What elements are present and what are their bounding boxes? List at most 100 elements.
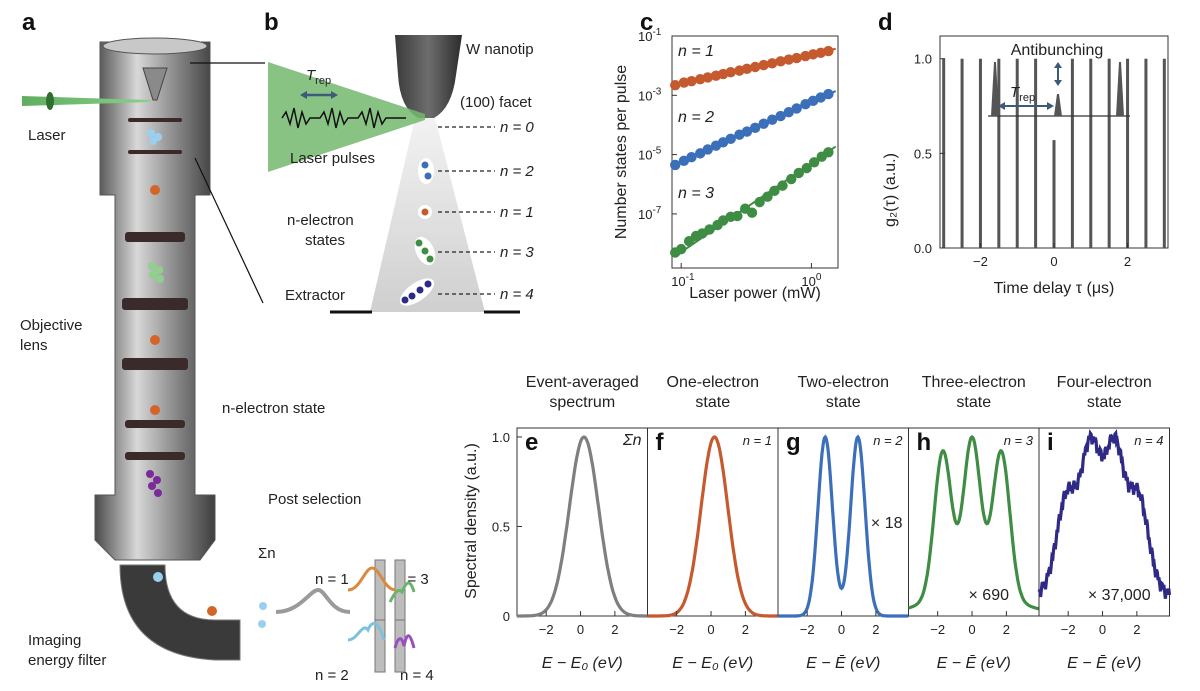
panel-letter-a: a bbox=[22, 9, 36, 36]
x-tick-label: −2 bbox=[973, 254, 988, 269]
y-axis-title: Number states per pulse bbox=[613, 65, 630, 239]
data-point bbox=[801, 162, 812, 174]
x-tick-label: 0 bbox=[577, 622, 584, 637]
data-point bbox=[749, 122, 761, 134]
laser-beam bbox=[22, 96, 150, 106]
label-post-n4: n = 4 bbox=[400, 667, 434, 684]
subplot-i: Four-electron state i n = 4 × 37,000 −2 0 2 E − … bbox=[1037, 374, 1172, 672]
subplot-h: Three-electron state h n = 3 × 690 −2 0 2 E − Ē … bbox=[908, 374, 1040, 672]
panel-letter-e: e bbox=[525, 429, 538, 456]
subplot-title: Event-averaged bbox=[526, 374, 639, 391]
tick-base: 10 bbox=[638, 207, 652, 222]
label-facet: (100) facet bbox=[460, 94, 533, 111]
inset-trep-head-right bbox=[1047, 102, 1054, 110]
tick-exp: -1 bbox=[686, 272, 695, 283]
data-point bbox=[767, 114, 778, 125]
data-point bbox=[754, 196, 765, 208]
x-tick-label: 0 bbox=[968, 622, 975, 637]
data-point bbox=[686, 75, 697, 87]
g2-bar bbox=[978, 58, 982, 248]
g2-bar bbox=[997, 58, 1001, 248]
tick-base: 10 bbox=[671, 274, 685, 289]
trep-sub: rep bbox=[1019, 92, 1035, 104]
tick-exp: 0 bbox=[816, 272, 822, 283]
scale-factor: × 18 bbox=[871, 515, 903, 532]
y-tick-label: 0 bbox=[503, 609, 510, 624]
tick-exp: -3 bbox=[652, 86, 661, 97]
panel-b: b Trep W nanotip (100) facet Laser pulse… bbox=[264, 9, 534, 314]
subplot-title: One-electron bbox=[667, 374, 760, 391]
label-laser: Laser bbox=[28, 127, 66, 144]
data-point bbox=[686, 151, 697, 163]
subplot-e: Event-averaged spectrum e Σn −2 0 2 E − E₀ (eV) bbox=[516, 374, 648, 672]
filter-line-2: energy filter bbox=[28, 652, 106, 669]
g2-bar bbox=[1126, 58, 1130, 248]
tick-base: 10 bbox=[638, 88, 652, 103]
scale-factor: × 37,000 bbox=[1088, 587, 1151, 604]
x-tick-label: −2 bbox=[539, 622, 554, 637]
subplot-title: Two-electron bbox=[797, 374, 889, 391]
inset-trep-head-left bbox=[998, 102, 1005, 110]
series-label: n = 3 bbox=[678, 185, 714, 202]
x-tick-label: −2 bbox=[800, 622, 815, 637]
w-nanotip bbox=[395, 35, 462, 118]
subplot-tag: n = 1 bbox=[743, 433, 772, 448]
level-label-1: n = 2 bbox=[500, 163, 534, 180]
antibunching-inset: Antibunching Trep bbox=[988, 42, 1130, 117]
panel-letter-h: h bbox=[917, 429, 932, 456]
data-point bbox=[741, 126, 753, 137]
data-point bbox=[775, 56, 786, 67]
panels-e-i: Spectral density (a.u.) 0 0.5 1.0 Event-aver… bbox=[463, 374, 1172, 672]
post-spectrum-n4 bbox=[393, 634, 416, 649]
electron-bunches bbox=[146, 129, 164, 497]
level-label-2: n = 1 bbox=[500, 204, 534, 221]
y-tick-label: 10-5 bbox=[638, 146, 662, 163]
subplot-tag: Σn bbox=[622, 432, 642, 449]
data-point bbox=[732, 210, 743, 222]
inset-peak bbox=[1054, 94, 1062, 116]
y-tick-label: 10-1 bbox=[638, 27, 662, 44]
y-tick-label: 0.5 bbox=[914, 146, 932, 161]
spectrum-curve bbox=[1037, 429, 1172, 599]
tick-exp: -5 bbox=[652, 146, 661, 157]
panel-letter-g: g bbox=[786, 429, 801, 456]
trep-sub: rep bbox=[315, 75, 331, 87]
antibunching-label: Antibunching bbox=[1011, 42, 1104, 59]
tick-base: 10 bbox=[638, 148, 652, 163]
g2-bar bbox=[1089, 58, 1093, 248]
tick-base: 10 bbox=[638, 29, 652, 44]
scale-factor: × 690 bbox=[969, 587, 1010, 604]
label-n-electron-states-2: states bbox=[305, 232, 345, 249]
x-tick-label: −2 bbox=[669, 622, 684, 637]
y-tick-label: 1.0 bbox=[914, 52, 932, 67]
trep-arrow-head-right bbox=[331, 91, 338, 99]
data-point bbox=[670, 159, 681, 171]
x-tick-label: 2 bbox=[1003, 622, 1010, 637]
x-tick-label: 100 bbox=[801, 272, 821, 289]
trep-main: T bbox=[306, 67, 317, 84]
x-tick-label: 0 bbox=[1099, 622, 1106, 637]
y-tick-label: 1.0 bbox=[492, 430, 510, 445]
plot-frame bbox=[647, 427, 779, 617]
series-label: n = 1 bbox=[678, 43, 714, 60]
subplot-title: state bbox=[1087, 394, 1122, 411]
data-point bbox=[783, 106, 794, 118]
g2-bar bbox=[1070, 58, 1074, 248]
x-tick-label: 2 bbox=[742, 622, 749, 637]
x-axis-title: E − E₀ (eV) bbox=[672, 655, 753, 672]
spectrum-curve bbox=[778, 434, 909, 618]
spectrum-curve bbox=[908, 434, 1040, 611]
column-top-rim bbox=[102, 37, 208, 55]
level-label-4: n = 4 bbox=[500, 286, 534, 303]
x-axis-title: Laser power (mW) bbox=[689, 285, 821, 302]
panel-letter-f: f bbox=[656, 429, 665, 456]
x-tick-label: 2 bbox=[1133, 622, 1140, 637]
trep-arrow-head-left bbox=[300, 91, 307, 99]
y-axis-title: g₂(τ) (a.u.) bbox=[882, 153, 899, 227]
data-point bbox=[702, 72, 713, 83]
g2-bar bbox=[1144, 58, 1148, 248]
data-point bbox=[762, 191, 773, 202]
laser-pulse-waveform bbox=[281, 107, 406, 129]
g2-bar bbox=[1162, 58, 1166, 248]
